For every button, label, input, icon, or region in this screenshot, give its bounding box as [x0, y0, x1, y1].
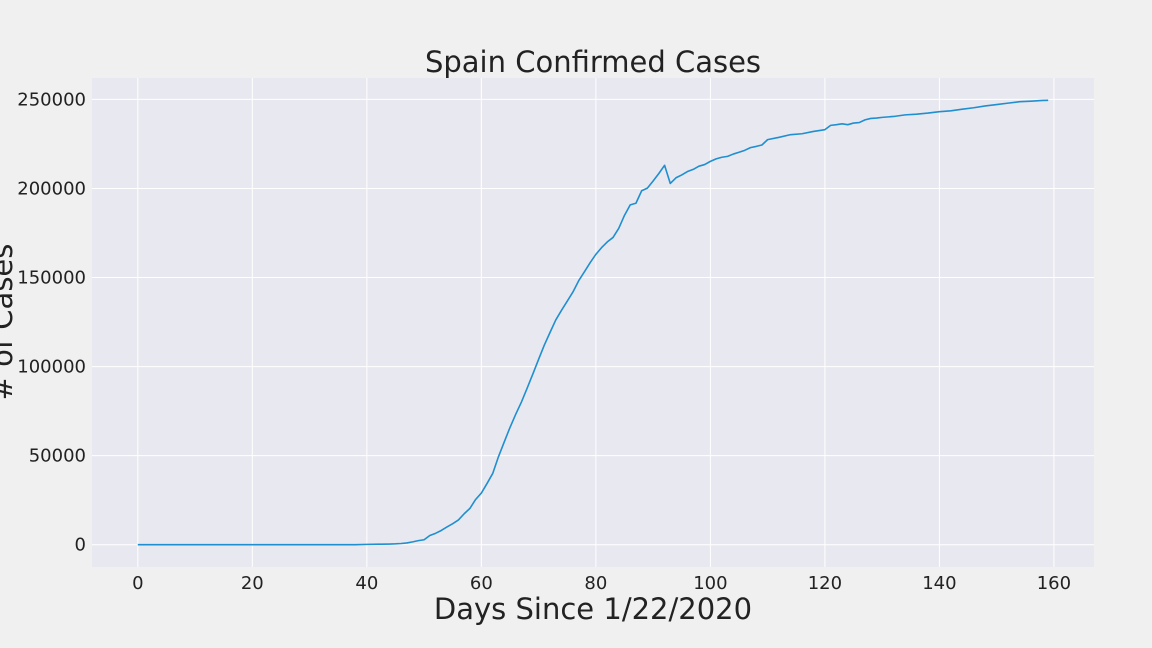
x-tick-label: 120	[808, 573, 842, 594]
x-tick-label: 60	[470, 573, 493, 594]
x-tick-label: 20	[241, 573, 264, 594]
y-tick-label: 100000	[17, 357, 86, 378]
x-tick-label: 100	[693, 573, 727, 594]
series-group	[137, 99, 1049, 546]
plot-background	[92, 78, 1094, 567]
chart-title: Spain Confirmed Cases	[425, 45, 761, 79]
series-line-0	[137, 99, 1049, 546]
y-axis-label: # of Cases	[0, 244, 19, 401]
x-tick-label: 80	[584, 573, 607, 594]
y-tick-label: 200000	[17, 178, 86, 199]
x-tick-label: 140	[922, 573, 956, 594]
x-tick-labels: 0 20 40 60 80 100 120 140 160	[132, 573, 1071, 594]
y-tick-labels: 0 50000 100000 150000 200000 250000	[17, 89, 86, 555]
gridlines	[92, 78, 1094, 567]
y-tick-label: 250000	[17, 89, 86, 110]
y-tick-label: 50000	[29, 446, 86, 467]
x-tick-label: 0	[132, 573, 143, 594]
x-axis-label: Days Since 1/22/2020	[434, 592, 752, 626]
y-tick-label: 0	[75, 535, 86, 556]
x-tick-label: 160	[1037, 573, 1071, 594]
y-tick-label: 150000	[17, 268, 86, 289]
x-tick-label: 40	[355, 573, 378, 594]
